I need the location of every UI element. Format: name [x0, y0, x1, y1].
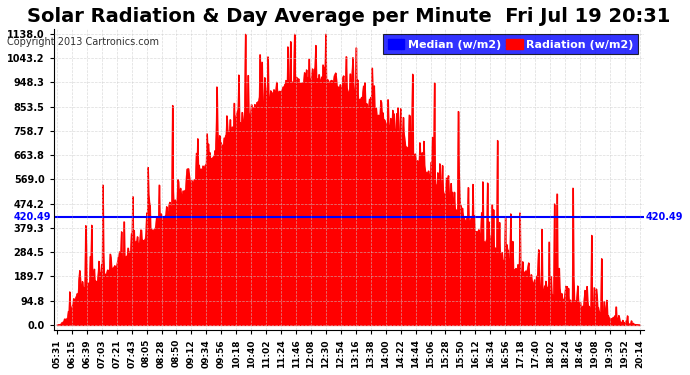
Text: Copyright 2013 Cartronics.com: Copyright 2013 Cartronics.com	[7, 37, 159, 47]
Text: 420.49: 420.49	[646, 212, 683, 222]
Legend: Median (w/m2), Radiation (w/m2): Median (w/m2), Radiation (w/m2)	[383, 34, 638, 54]
Title: Solar Radiation & Day Average per Minute  Fri Jul 19 20:31: Solar Radiation & Day Average per Minute…	[27, 7, 671, 26]
Text: 420.49: 420.49	[14, 212, 52, 222]
